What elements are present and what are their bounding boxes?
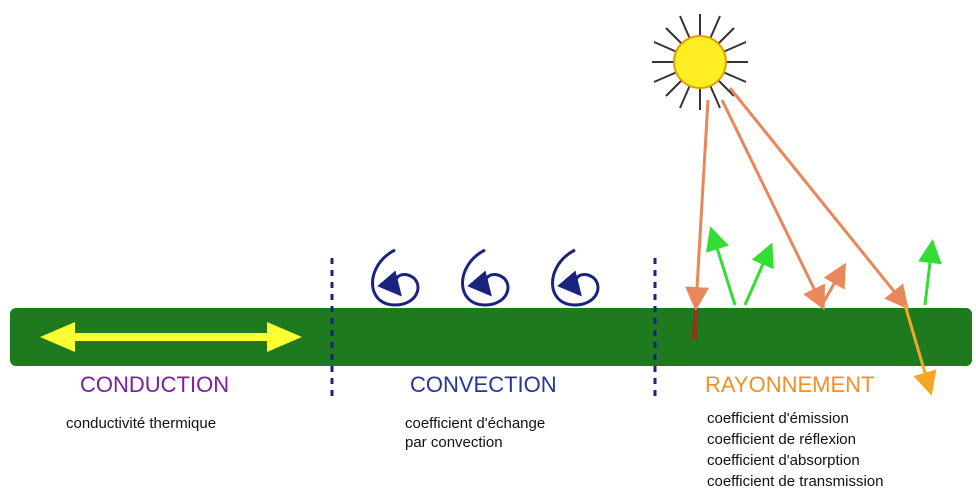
section-line: coefficient d'absorption	[707, 452, 860, 469]
section-title: CONDUCTION	[80, 372, 229, 397]
material-slab	[10, 308, 972, 366]
section-line: coefficient d'échange	[405, 415, 545, 432]
section-title: CONVECTION	[410, 372, 557, 397]
radiation-arrows	[685, 87, 942, 396]
section-title: RAYONNEMENT	[705, 372, 875, 397]
conduction-arrow	[40, 322, 302, 352]
section-line: conductivité thermique	[66, 415, 216, 432]
sun	[652, 14, 748, 110]
section-line: coefficient de transmission	[707, 473, 883, 490]
section-line: par convection	[405, 434, 503, 451]
convection-swirls	[371, 248, 600, 307]
section-line: coefficient d'émission	[707, 410, 849, 427]
section-line: coefficient de réflexion	[707, 431, 856, 448]
